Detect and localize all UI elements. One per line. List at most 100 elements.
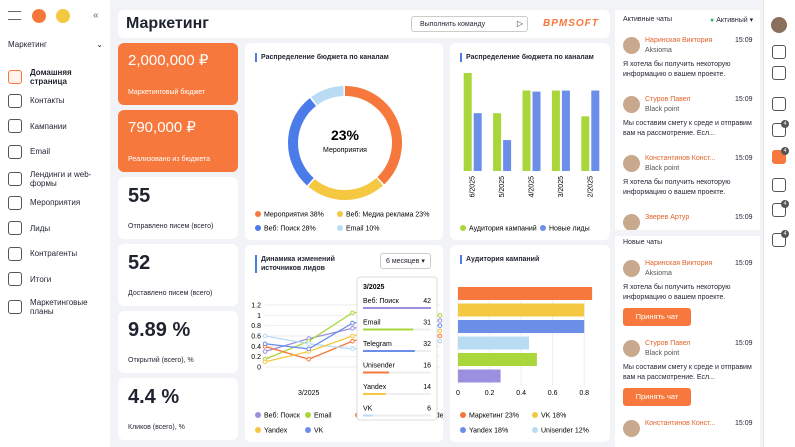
x-tick-label: 0.8 <box>579 390 589 397</box>
section-select[interactable]: Маркетинг ⌄ <box>8 40 103 49</box>
donut-segment <box>344 86 402 185</box>
y-tick-label: 0.6 <box>251 334 261 341</box>
nav-item[interactable]: Контакты <box>8 93 106 108</box>
legend-label: Yandex 18% <box>469 428 508 435</box>
toolbar-icon[interactable] <box>772 66 786 80</box>
divider <box>615 230 760 236</box>
legend-label: Веб: Поиск 28% <box>264 225 316 233</box>
nav-label: Контакты <box>30 96 65 105</box>
new-title: Новые чаты <box>623 239 663 246</box>
bar <box>458 369 501 383</box>
line-point <box>306 346 312 352</box>
line-point <box>437 323 443 328</box>
nav-item[interactable]: Домашняя страница <box>8 68 106 86</box>
nav-item[interactable]: Кампании <box>8 119 106 133</box>
chat-company: Aksioma <box>645 270 672 277</box>
hbar-widget: Аудитория кампаний 0 0.2 0.4 0.6 0.8 Маркетин… <box>450 245 610 442</box>
nav-item[interactable]: Лендинги и web-формы <box>8 170 106 188</box>
tooltip-name: Telegram <box>363 341 392 348</box>
tooltip-value: 14 <box>423 384 431 391</box>
line-chart: 0 0.2 0.4 0.6 0.8 1 1.2 3/2025 Веб: Поиск Email Te… <box>251 276 443 435</box>
add-icon[interactable] <box>56 9 70 23</box>
chat-name: Наринская Виктория <box>645 260 713 267</box>
y-tick-label: 0.2 <box>251 354 261 361</box>
nav-item[interactable]: Контрагенты <box>8 246 106 261</box>
kpi-label: Реализовано из бюджета <box>128 156 211 163</box>
tooltip-value: 42 <box>423 298 431 305</box>
bar <box>551 90 560 171</box>
collapse-icon[interactable]: « <box>93 10 99 21</box>
tooltip-track <box>363 414 431 417</box>
kpi-label: Кликов (всего), % <box>128 424 185 431</box>
chat-company: Black point <box>645 350 680 357</box>
line-point <box>350 338 355 344</box>
bar <box>463 73 472 171</box>
legend-label: Email 10% <box>346 226 379 233</box>
nav-item[interactable]: Мероприятия <box>8 195 106 210</box>
donut-segment <box>288 98 317 186</box>
kpi-card: 9.89 % Открытий (всего), % <box>118 311 238 373</box>
bar <box>532 91 541 171</box>
command-input[interactable]: Выполнить команду ▷ <box>411 16 528 32</box>
line-point <box>262 341 268 347</box>
toolbar-icon[interactable] <box>772 178 786 192</box>
tooltip-bar <box>363 350 415 352</box>
line-point <box>350 310 355 316</box>
x-tick-label: 6/2025 <box>470 176 477 198</box>
period-select[interactable]: 6 месяцев ▾ <box>380 253 431 269</box>
section-name: Маркетинг <box>8 40 47 49</box>
x-tick-label: 0 <box>456 390 460 397</box>
nav-label: Домашняя страница <box>30 68 72 86</box>
line-point <box>306 356 312 362</box>
nav-item[interactable]: Маркетинговые планы <box>8 298 106 316</box>
nav-item[interactable]: Лиды <box>8 221 106 235</box>
chat-time: 15:09 <box>735 155 753 162</box>
hbar-chart: 0 0.2 0.4 0.6 0.8 Маркетинг 23% VK 18% Yandex 1… <box>456 287 593 435</box>
status-select[interactable]: ● Активный ▾ <box>710 17 754 24</box>
toolbar-icon[interactable] <box>772 123 786 137</box>
y-tick-label: 0 <box>257 365 261 372</box>
toolbar-icon[interactable] <box>772 97 786 111</box>
legend-dot <box>460 412 466 418</box>
nav-label: Email <box>30 147 51 156</box>
nav-label: Лиды <box>30 223 51 233</box>
line-point <box>350 320 355 326</box>
tooltip-name: VK <box>363 406 373 413</box>
kpi-value: 55 <box>128 185 151 207</box>
y-tick-label: 0.8 <box>251 323 261 330</box>
user-avatar[interactable] <box>771 17 787 33</box>
accept-button[interactable]: Принять чат <box>623 388 691 406</box>
app-icon[interactable] <box>32 9 46 23</box>
legend-dot <box>305 412 311 418</box>
nav-icon <box>8 172 22 186</box>
toolbar-icon[interactable] <box>772 203 786 217</box>
badge: 4 <box>781 200 789 208</box>
legend-label: Маркетинг 23% <box>469 413 519 420</box>
toolbar-icon[interactable] <box>772 45 786 59</box>
bar <box>503 140 512 171</box>
menu-icon[interactable] <box>8 11 21 20</box>
avatar <box>623 214 640 231</box>
bar <box>458 336 529 350</box>
line-point <box>262 333 268 339</box>
nav-icon <box>8 93 22 108</box>
legend-label: VK <box>314 428 324 435</box>
legend-label: Новые лиды <box>549 226 590 233</box>
kpi-card: 55 Отправлено писем (всего) <box>118 177 238 239</box>
bar <box>458 287 593 300</box>
donut-segment <box>308 177 384 200</box>
legend-label: Unisender 12% <box>541 428 589 435</box>
line-point <box>306 341 312 347</box>
x-tick-label: 3/2025 <box>298 390 320 397</box>
accept-button[interactable]: Принять чат <box>623 308 691 326</box>
line-point <box>437 318 443 323</box>
chat-time: 15:09 <box>735 420 753 427</box>
legend-label: Веб: Поиск <box>264 412 301 420</box>
nav-item[interactable]: Итоги <box>8 272 106 286</box>
badge: 4 <box>781 230 789 238</box>
x-tick-label: 0.2 <box>485 390 495 397</box>
toolbar-icon[interactable] <box>772 233 786 247</box>
nav-item[interactable]: Email <box>8 144 106 159</box>
line-point <box>350 346 355 352</box>
